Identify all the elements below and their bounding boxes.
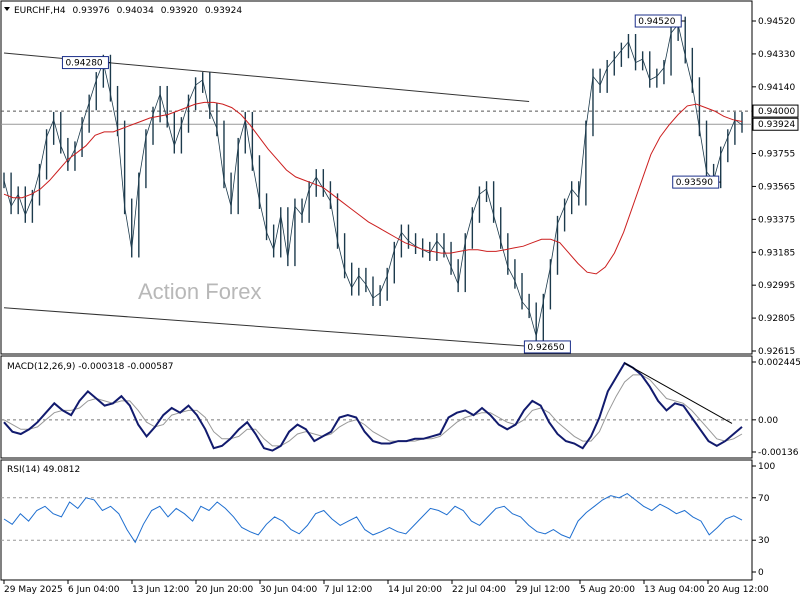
- price-tick-label: 0.94140: [758, 83, 795, 93]
- macd-line: [3, 361, 743, 452]
- price-tick-label: 0.92805: [758, 314, 795, 324]
- price-tick-label: 0.94000: [758, 107, 795, 117]
- x-tick-label: 29 Jul 12:00: [516, 585, 570, 595]
- collapse-triangle-icon[interactable]: [4, 7, 10, 11]
- svg-text:EURCHF,H4 0.93976: EURCHF,H4 0.93976 0.94034 0.93920 0.9392…: [14, 6, 242, 16]
- rsi-layer: [1, 493, 752, 544]
- price-tick-label: 0.93565: [758, 182, 795, 192]
- price-marker-box: [752, 104, 799, 118]
- moving-average-line: [3, 101, 743, 275]
- rsi-panel: [0, 459, 753, 581]
- x-tick-label: 7 Jul 12:00: [324, 585, 373, 595]
- annotation-box: [523, 340, 571, 354]
- watermark: Action Forex: [138, 279, 262, 304]
- axis-layer: 0.94520 0.94330 0.94140 0.94000 0.93924 0.937…: [3, 17, 800, 595]
- x-tick-label: 6 Jun 04:00: [68, 585, 120, 595]
- high-value: 0.94034: [117, 6, 154, 16]
- annotation-box: [61, 56, 109, 70]
- annotation-box: [672, 175, 720, 189]
- annotation-label: 0.93590: [676, 178, 713, 188]
- x-tick-label: 20 Aug 12:00: [708, 585, 769, 595]
- macd-label: MACD(12,26,9) -0.000318 -0.000587: [7, 362, 173, 372]
- price-layer: 0.94280 0.94520 0.93590 0.92650: [1, 14, 752, 354]
- x-tick-label: 13 Aug 04:00: [644, 585, 705, 595]
- price-tick-label: 0.94520: [758, 17, 795, 27]
- price-panel: [0, 0, 753, 355]
- annotation-label: 0.94280: [65, 59, 102, 69]
- rsi-tick-label: 30: [758, 536, 770, 546]
- close-value: 0.93924: [205, 6, 242, 16]
- price-tick-label: 0.93924: [758, 120, 795, 130]
- x-tick-label: 22 Jul 04:00: [452, 585, 506, 595]
- x-tick-label: 20 Jun 20:00: [196, 585, 253, 595]
- x-tick-label: 29 May 2025: [4, 585, 63, 595]
- macd-tick-label: 0.00: [758, 416, 778, 426]
- macd-tick-label: -0.00136: [758, 448, 799, 458]
- macd-tick-label: 0.002445: [758, 358, 800, 368]
- annotation-label: 0.94520: [638, 17, 675, 27]
- price-tick-label: 0.93185: [758, 248, 795, 258]
- open-value: 0.93976: [73, 6, 110, 16]
- rsi-line: [3, 493, 743, 544]
- rsi-label: RSI(14) 49.0812: [7, 465, 80, 475]
- macd-panel: [0, 355, 753, 459]
- chart-header: EURCHF,H4 0.93976 0.94034 0.93920 0.9392…: [4, 6, 242, 16]
- low-value: 0.93920: [161, 6, 198, 16]
- macd-signal-line: [3, 374, 743, 447]
- price-tick-label: 0.93755: [758, 150, 795, 160]
- price-line: [3, 23, 743, 337]
- price-tick-label: 0.92995: [758, 281, 795, 291]
- x-tick-label: 5 Aug 20:00: [580, 585, 635, 595]
- x-tick-label: 13 Jun 12:00: [132, 585, 189, 595]
- price-tick-label: 0.94330: [758, 50, 795, 60]
- rsi-tick-label: 0: [758, 568, 764, 578]
- symbol-label: EURCHF,H4: [14, 6, 66, 16]
- macd-layer: [1, 361, 752, 452]
- annotation-label: 0.92650: [527, 343, 564, 353]
- rsi-tick-label: 100: [758, 462, 775, 472]
- price-tick-label: 0.92615: [758, 347, 795, 357]
- x-tick-label: 14 Jul 20:00: [388, 585, 442, 595]
- price-marker-box: [752, 117, 799, 131]
- macd-trendline: [624, 362, 733, 424]
- annotation-box: [634, 14, 682, 28]
- price-tick-label: 0.93375: [758, 215, 795, 225]
- x-tick-label: 30 Jun 04:00: [260, 585, 317, 595]
- rsi-tick-label: 70: [758, 494, 770, 504]
- trendline-1: [3, 307, 558, 349]
